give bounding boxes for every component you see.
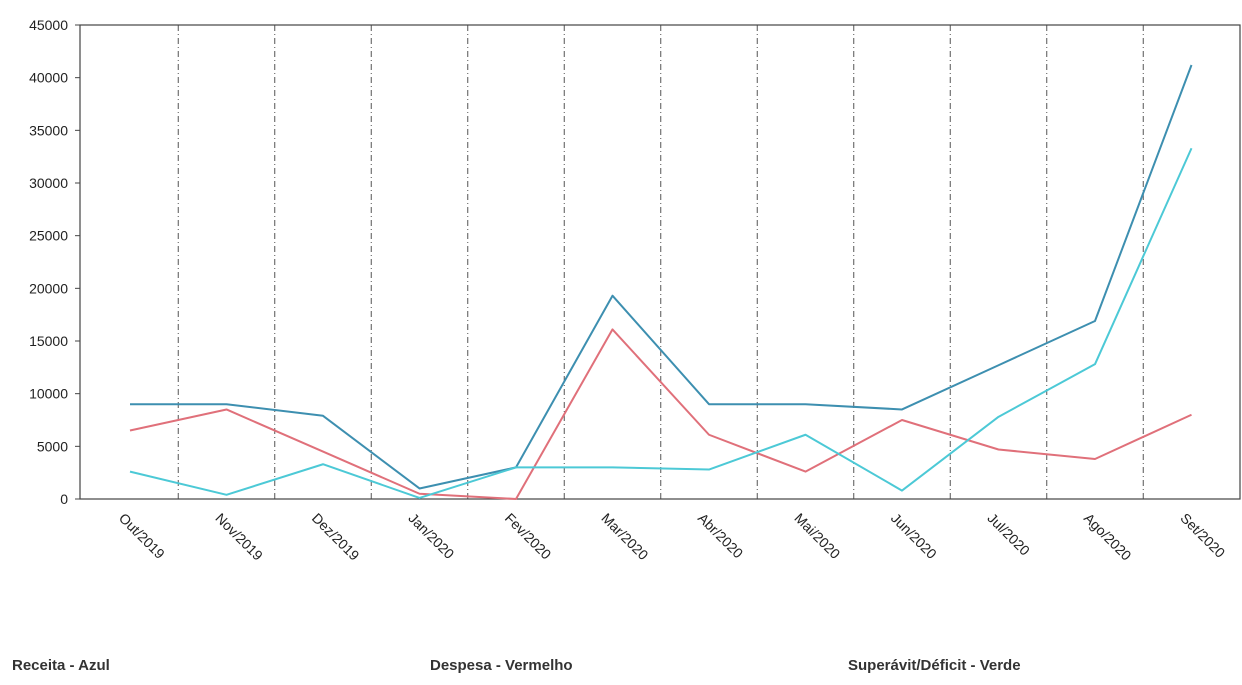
- series-lines: [129, 64, 1193, 500]
- y-tick-label: 25000: [29, 228, 68, 244]
- x-tick-label: Nov/2019: [212, 510, 266, 564]
- x-tick-label: Ago/2020: [1081, 510, 1135, 564]
- legend-receita: Receita - Azul: [12, 657, 110, 674]
- line-chart: 0 5000 10000 15000 20000 25000 30000 35000 40000…: [29, 17, 1241, 564]
- y-tick-label: 40000: [29, 70, 68, 86]
- x-tick-label: Jul/2020: [984, 510, 1033, 559]
- series-line-0: [130, 64, 1193, 490]
- y-tick-label: 15000: [29, 333, 68, 349]
- grid-lines: [177, 25, 1144, 499]
- x-tick-label: Mai/2020: [791, 510, 843, 562]
- legend-despesa: Despesa - Vermelho: [430, 657, 573, 674]
- x-tick-label: Set/2020: [1177, 510, 1228, 561]
- x-tick-label: Jun/2020: [888, 510, 940, 562]
- x-tick-label: Fev/2020: [502, 510, 555, 563]
- series-line-2: [129, 147, 1193, 499]
- y-tick-label: 35000: [29, 122, 68, 138]
- y-axis: 0 5000 10000 15000 20000 25000 30000 35000 40000…: [29, 17, 80, 507]
- x-tick-label: Out/2019: [116, 510, 168, 562]
- x-axis: Out/2019 Nov/2019 Dez/2019 Jan/2020 Fev/2020…: [116, 510, 1229, 564]
- y-tick-label: 5000: [37, 438, 68, 454]
- x-tick-label: Abr/2020: [695, 510, 747, 562]
- x-tick-label: Jan/2020: [405, 510, 457, 562]
- x-tick-label: Dez/2019: [309, 510, 363, 564]
- y-tick-label: 45000: [29, 17, 68, 33]
- plot-frame: [79, 24, 1241, 500]
- y-tick-label: 0: [60, 491, 68, 507]
- y-tick-label: 30000: [29, 175, 68, 191]
- series-line-1: [129, 328, 1192, 500]
- x-tick-label: Mar/2020: [598, 510, 651, 563]
- y-tick-label: 20000: [29, 280, 68, 296]
- legend-superavit: Superávit/Déficit - Verde: [848, 657, 1021, 674]
- y-tick-label: 10000: [29, 386, 68, 402]
